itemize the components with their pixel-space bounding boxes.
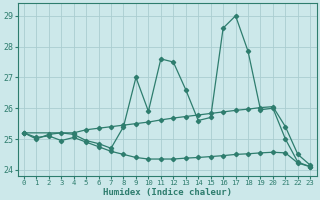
X-axis label: Humidex (Indice chaleur): Humidex (Indice chaleur) (103, 188, 232, 197)
